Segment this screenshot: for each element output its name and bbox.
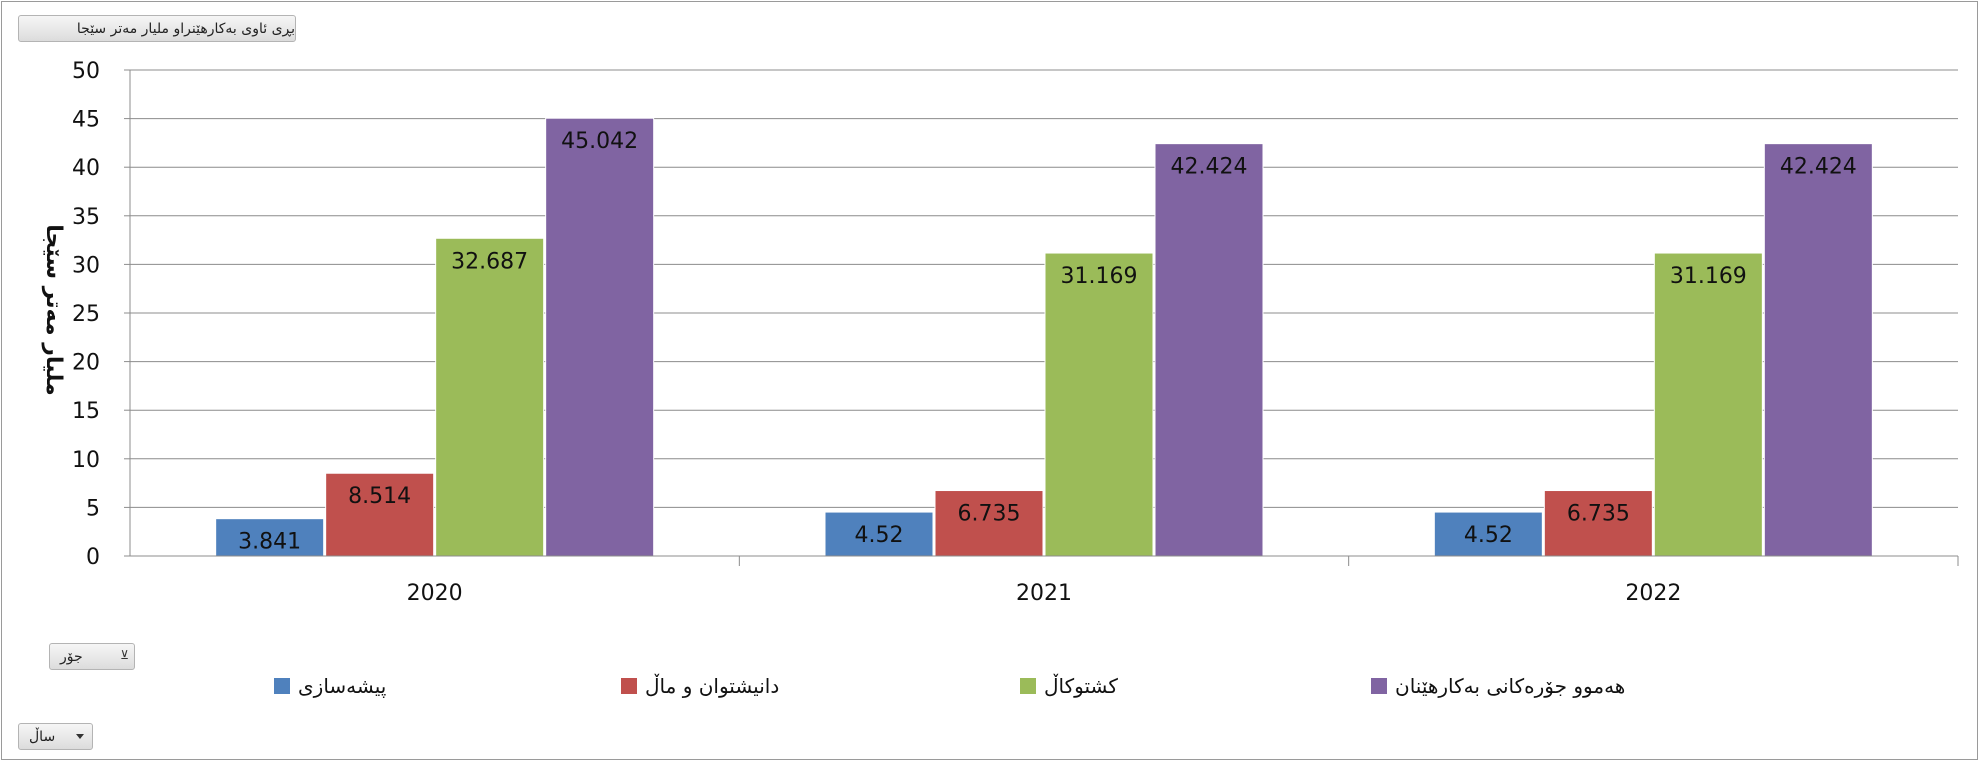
chevron-down-icon [76,734,84,739]
bar [824,511,934,557]
bar [1543,490,1653,557]
bar [1044,252,1154,557]
data-label: 6.735 [958,502,1021,527]
bar [545,117,655,557]
legend-label: پیشەسازی [298,674,387,698]
y-tick-label: 15 [72,399,100,424]
y-tick-label: 45 [72,108,100,133]
data-labels: 3.841 8.514 32.687 45.042 4.52 6.735 31.169 42.… [238,129,1857,554]
legend-label: دانیشتوان و ماڵ [645,674,780,698]
y-tick-label: 50 [72,59,100,84]
bar [325,472,435,557]
y-tick-label: 40 [72,156,100,181]
bar [1653,252,1763,557]
data-label: 31.169 [1061,264,1138,289]
legend-item-industry: پیشەسازی [274,672,386,700]
x-tick-label: 2020 [407,581,463,606]
y-tick-label: 35 [72,205,100,230]
data-label: 3.841 [238,530,301,555]
year-filter-button[interactable]: ساڵ [18,723,93,750]
data-label: 42.424 [1780,155,1857,180]
data-label: 32.687 [451,249,528,274]
legend-item-agriculture: کشتوکاڵ [1020,672,1118,700]
bar [1763,143,1873,557]
bar [1433,511,1543,557]
type-filter-label: جۆر [60,648,83,665]
legend-swatch [1020,678,1036,694]
y-axis-title: ملیار مەتر سێجا [41,224,66,395]
legend-swatch [1371,678,1387,694]
type-filter-button[interactable]: جۆر ⊻ [49,643,135,670]
y-tick-label: 5 [86,496,100,521]
gridlines [124,69,1959,566]
legend-item-households: دانیشتوان و ماڵ [621,672,779,700]
data-label: 31.169 [1670,264,1747,289]
data-label: 4.52 [1464,523,1513,548]
legend-label: کشتوکاڵ [1044,674,1118,698]
y-tick-label: 0 [86,545,100,570]
measure-field-button[interactable]: بڕی ئاوی بەکارهێنراو ملیار مەتر سێجا [18,15,296,42]
filter-dropdown-icon: ⊻ [120,648,129,662]
data-label: 45.042 [561,129,638,154]
data-label: 8.514 [348,484,411,509]
y-tick-label: 30 [72,253,100,278]
y-tick-label: 20 [72,351,100,376]
x-axis-ticks: 2020 2021 2022 [407,581,1682,606]
y-tick-label: 25 [72,302,100,327]
year-filter-label: ساڵ [29,728,56,745]
legend-item-all-uses: هەموو جۆرەکانی بەکارهێنان [1371,672,1625,700]
y-tick-label: 10 [72,448,100,473]
bar [1154,143,1264,557]
legend-label: هەموو جۆرەکانی بەکارهێنان [1395,674,1626,698]
data-label: 6.735 [1567,502,1630,527]
bar [215,518,325,557]
legend-swatch [274,678,290,694]
legend-swatch [621,678,637,694]
data-label: 4.52 [855,523,904,548]
bar [435,237,545,557]
y-axis-ticks: 0 5 10 15 20 25 30 35 40 45 50 [72,59,100,570]
measure-field-label: بڕی ئاوی بەکارهێنراو ملیار مەتر سێجا [76,20,295,37]
x-tick-label: 2022 [1625,581,1681,606]
x-tick-label: 2021 [1016,581,1072,606]
bars [215,117,1873,557]
bar [934,490,1044,557]
data-label: 42.424 [1171,155,1248,180]
